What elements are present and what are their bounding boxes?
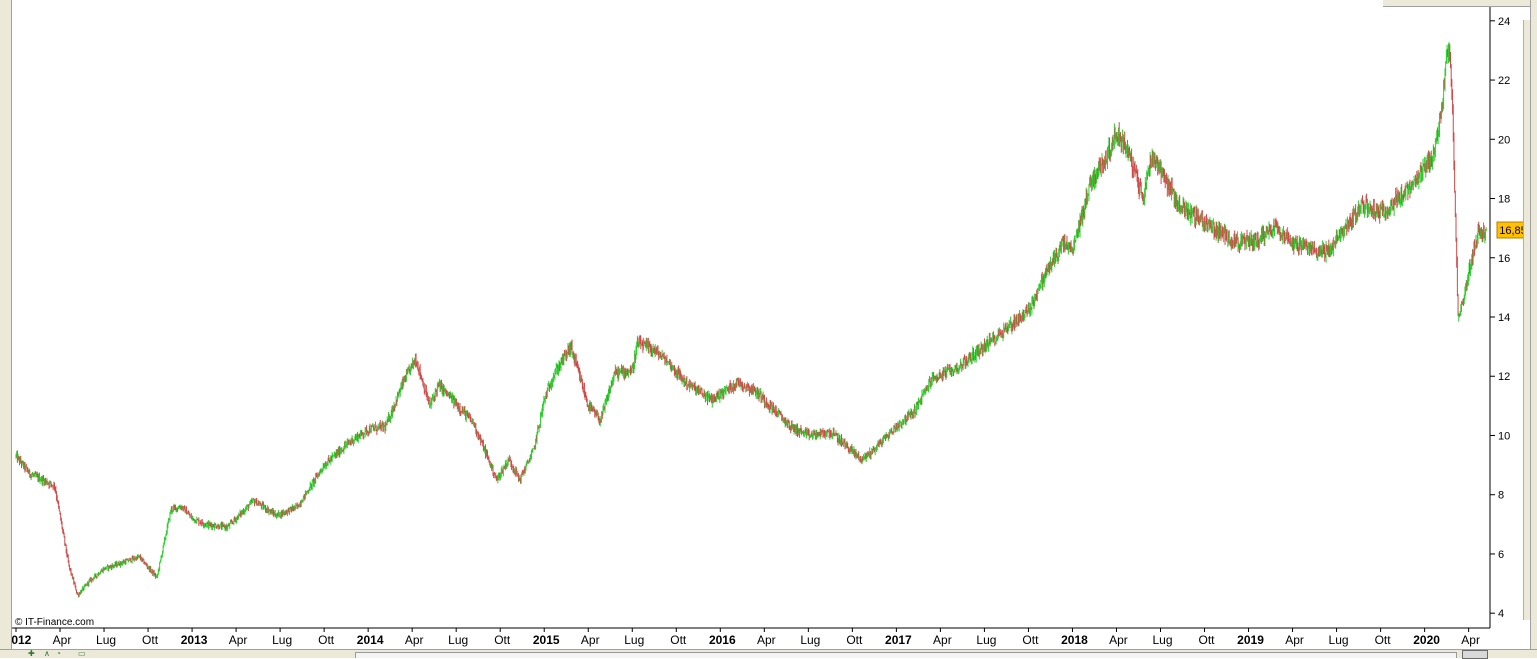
x-tick-label: 2020 xyxy=(1413,633,1440,647)
x-tick-label: 2019 xyxy=(1237,633,1264,647)
status-field xyxy=(355,652,1457,658)
draw-tool-icon[interactable]: ◔ xyxy=(56,649,61,658)
x-tick-label: Lug xyxy=(800,633,820,647)
x-tick-label: 2014 xyxy=(357,633,384,647)
x-tick-label: Lug xyxy=(1152,633,1172,647)
x-tick-label: Ott xyxy=(1022,633,1039,647)
x-tick-label: Lug xyxy=(976,633,996,647)
zoom-icon[interactable]: ✚ xyxy=(28,649,35,658)
x-tick-label: Ott xyxy=(1199,633,1216,647)
x-tick-label: Ott xyxy=(670,633,687,647)
x-tick-label: Apr xyxy=(933,633,952,647)
candlestick-series xyxy=(15,42,1487,598)
y-tick-label: 8 xyxy=(1498,490,1504,502)
x-tick-label: Lug xyxy=(448,633,468,647)
y-tick-label: 6 xyxy=(1498,549,1504,561)
y-tick-label: 4 xyxy=(1498,608,1504,620)
x-tick-label: Ott xyxy=(846,633,863,647)
y-tick-label: 14 xyxy=(1498,312,1510,324)
x-tick-label: Ott xyxy=(318,633,335,647)
y-tick-label: 20 xyxy=(1498,134,1510,146)
x-tick-label: 2015 xyxy=(533,633,560,647)
x-tick-label: Ott xyxy=(142,633,159,647)
left-window-frame xyxy=(0,0,12,657)
x-tick-label: Apr xyxy=(581,633,600,647)
y-tick-label: 24 xyxy=(1498,16,1510,28)
y-tick-label: 16 xyxy=(1498,253,1510,265)
x-tick-label: Lug xyxy=(96,633,116,647)
x-tick-label: Apr xyxy=(757,633,776,647)
x-tick-label: 2017 xyxy=(885,633,912,647)
x-tick-label: Apr xyxy=(229,633,248,647)
x-tick-label: Ott xyxy=(494,633,511,647)
x-tick-label: Lug xyxy=(272,633,292,647)
y-tick-label: 12 xyxy=(1498,371,1510,383)
y-axis-ticks: 4 6 8 10 12 14 16 18 20 22 24 xyxy=(1490,16,1510,620)
last-price-label: 16,85 xyxy=(1499,225,1527,237)
x-axis-ticks: 2012 Apr Lug Ott 2013 Apr Lug Ott 2014 Apr Lug Ott 2… xyxy=(5,628,1480,647)
top-frame-strip xyxy=(1383,0,1531,7)
x-tick-label: 2013 xyxy=(181,633,208,647)
x-tick-label: Apr xyxy=(405,633,424,647)
x-tick-label: Apr xyxy=(1109,633,1128,647)
y-tick-label: 10 xyxy=(1498,430,1510,442)
plot-area xyxy=(12,6,1490,628)
right-window-frame xyxy=(1530,0,1537,657)
x-tick-label: Apr xyxy=(1461,633,1480,647)
y-tick-label: 18 xyxy=(1498,194,1510,206)
chart-type-icon[interactable]: ∧ xyxy=(44,649,50,658)
x-tick-label: 2018 xyxy=(1061,633,1088,647)
x-tick-label: Apr xyxy=(53,633,72,647)
x-tick-label: Lug xyxy=(1329,633,1349,647)
settings-icon[interactable]: ▭ xyxy=(78,649,86,658)
x-tick-label: Ott xyxy=(1375,633,1392,647)
y-tick-label: 22 xyxy=(1498,75,1510,87)
x-tick-label: Apr xyxy=(1285,633,1304,647)
last-price-badge: 16,85 xyxy=(1496,221,1530,239)
navigation-button[interactable] xyxy=(1462,650,1488,659)
right-scrollbar[interactable] xyxy=(1523,20,1532,620)
x-tick-label: Lug xyxy=(624,633,644,647)
x-tick-label: 2016 xyxy=(709,633,736,647)
watermark: © IT-Finance.com xyxy=(15,617,94,628)
